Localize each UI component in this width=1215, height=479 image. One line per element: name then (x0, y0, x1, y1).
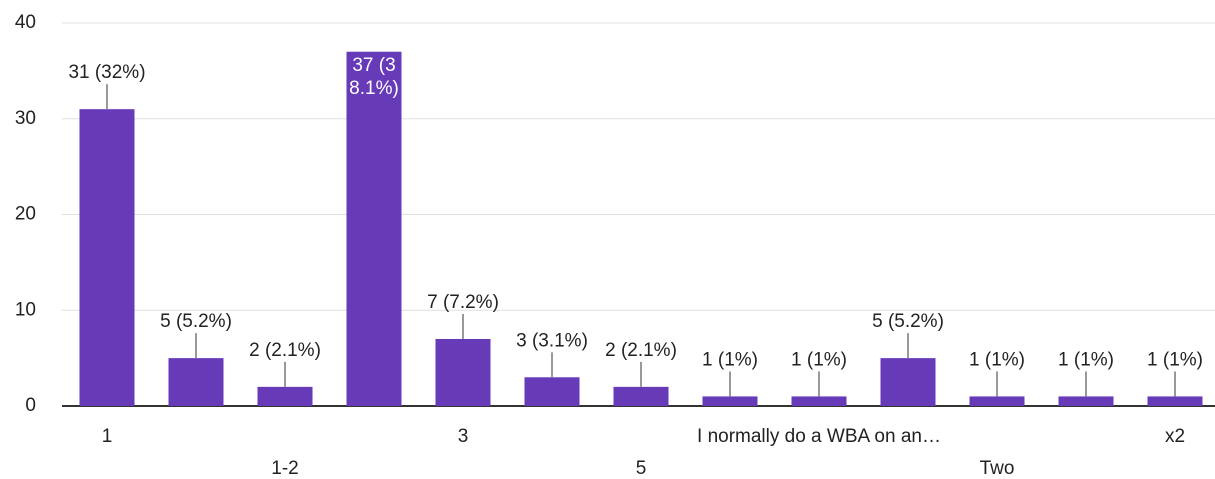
bar (257, 386, 313, 406)
value-label: 5 (5.2%) (872, 311, 944, 332)
y-tick-label: 30 (15, 108, 36, 129)
y-tick-label: 0 (25, 395, 36, 416)
bar (613, 386, 669, 406)
bar (168, 358, 224, 406)
x-tick-label: 5 (636, 458, 647, 479)
value-label: 1 (1%) (1058, 349, 1114, 370)
value-label: 1 (1%) (702, 349, 758, 370)
x-tick-label: 1 (102, 426, 113, 447)
value-label: 1 (1%) (969, 349, 1025, 370)
x-tick-label: 3 (458, 426, 469, 447)
bar (702, 396, 758, 406)
y-tick-label: 20 (15, 204, 36, 225)
bar (435, 338, 491, 406)
bar (791, 396, 847, 406)
value-label: 2 (2.1%) (249, 340, 321, 361)
bar (1147, 396, 1203, 406)
value-label: 37 (38.1%) (349, 54, 399, 99)
bar (79, 109, 135, 407)
value-label: 7 (7.2%) (427, 292, 499, 313)
value-label: 3 (3.1%) (516, 330, 588, 351)
value-label: 1 (1%) (791, 349, 847, 370)
x-tick-label: x2 (1165, 426, 1185, 447)
x-tick-label: I normally do a WBA on an… (697, 426, 941, 447)
value-label: 5 (5.2%) (160, 311, 232, 332)
y-tick-label: 40 (15, 12, 36, 33)
bar (1058, 396, 1114, 406)
bar (880, 358, 936, 406)
value-label: 2 (2.1%) (605, 340, 677, 361)
bar (346, 51, 402, 406)
x-tick-label: Two (980, 458, 1015, 479)
value-label-box: 37 (38.1%) (349, 54, 399, 99)
value-label: 1 (1%) (1147, 349, 1203, 370)
y-tick-label: 10 (15, 299, 36, 320)
bar (524, 377, 580, 406)
bar (969, 396, 1025, 406)
x-tick-label: 1-2 (271, 458, 298, 479)
value-label: 31 (32%) (68, 62, 145, 83)
